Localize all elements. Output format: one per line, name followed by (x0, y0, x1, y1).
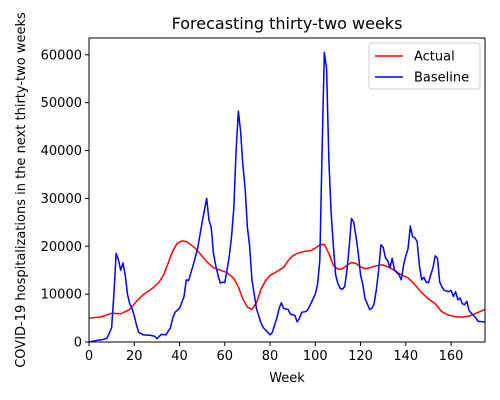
x-tick-label: 160 (439, 349, 464, 364)
y-tick-label: 40000 (41, 144, 82, 159)
series-layer (88, 51, 486, 343)
legend: Actual Baseline (368, 42, 481, 90)
x-tick-label: 20 (126, 349, 143, 364)
x-tick-label: 100 (303, 349, 328, 364)
y-axis-ticks: 0 10000 20000 30000 40000 50000 60000 (41, 48, 89, 351)
series-line-actual (88, 240, 486, 319)
x-tick-label: 0 (85, 349, 93, 364)
x-tick-label: 120 (348, 349, 373, 364)
y-tick-label: 50000 (41, 96, 82, 111)
x-tick-label: 60 (216, 349, 233, 364)
x-axis-ticks: 0 20 40 60 80 100 120 140 160 (85, 342, 464, 364)
x-axis-label: Week (269, 371, 305, 386)
legend-label-actual: Actual (414, 50, 455, 65)
chart-title: Forecasting thirty-two weeks (172, 14, 403, 33)
x-tick-label: 80 (262, 349, 279, 364)
x-tick-label: 40 (171, 349, 188, 364)
y-tick-label: 0 (74, 336, 82, 351)
y-tick-label: 10000 (41, 288, 82, 303)
y-axis-label: COVID-19 hospitalizations in the next th… (14, 12, 29, 368)
y-tick-label: 60000 (41, 48, 82, 63)
y-tick-label: 20000 (41, 240, 82, 255)
y-tick-label: 30000 (41, 192, 82, 207)
series-line-baseline (88, 51, 486, 343)
legend-label-baseline: Baseline (414, 71, 469, 86)
axes-frame (88, 37, 486, 343)
x-tick-label: 140 (393, 349, 418, 364)
